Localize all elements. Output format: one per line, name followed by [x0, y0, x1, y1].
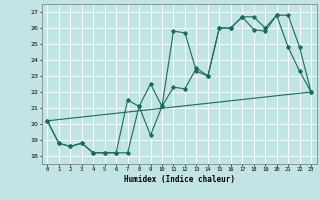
X-axis label: Humidex (Indice chaleur): Humidex (Indice chaleur) [124, 175, 235, 184]
